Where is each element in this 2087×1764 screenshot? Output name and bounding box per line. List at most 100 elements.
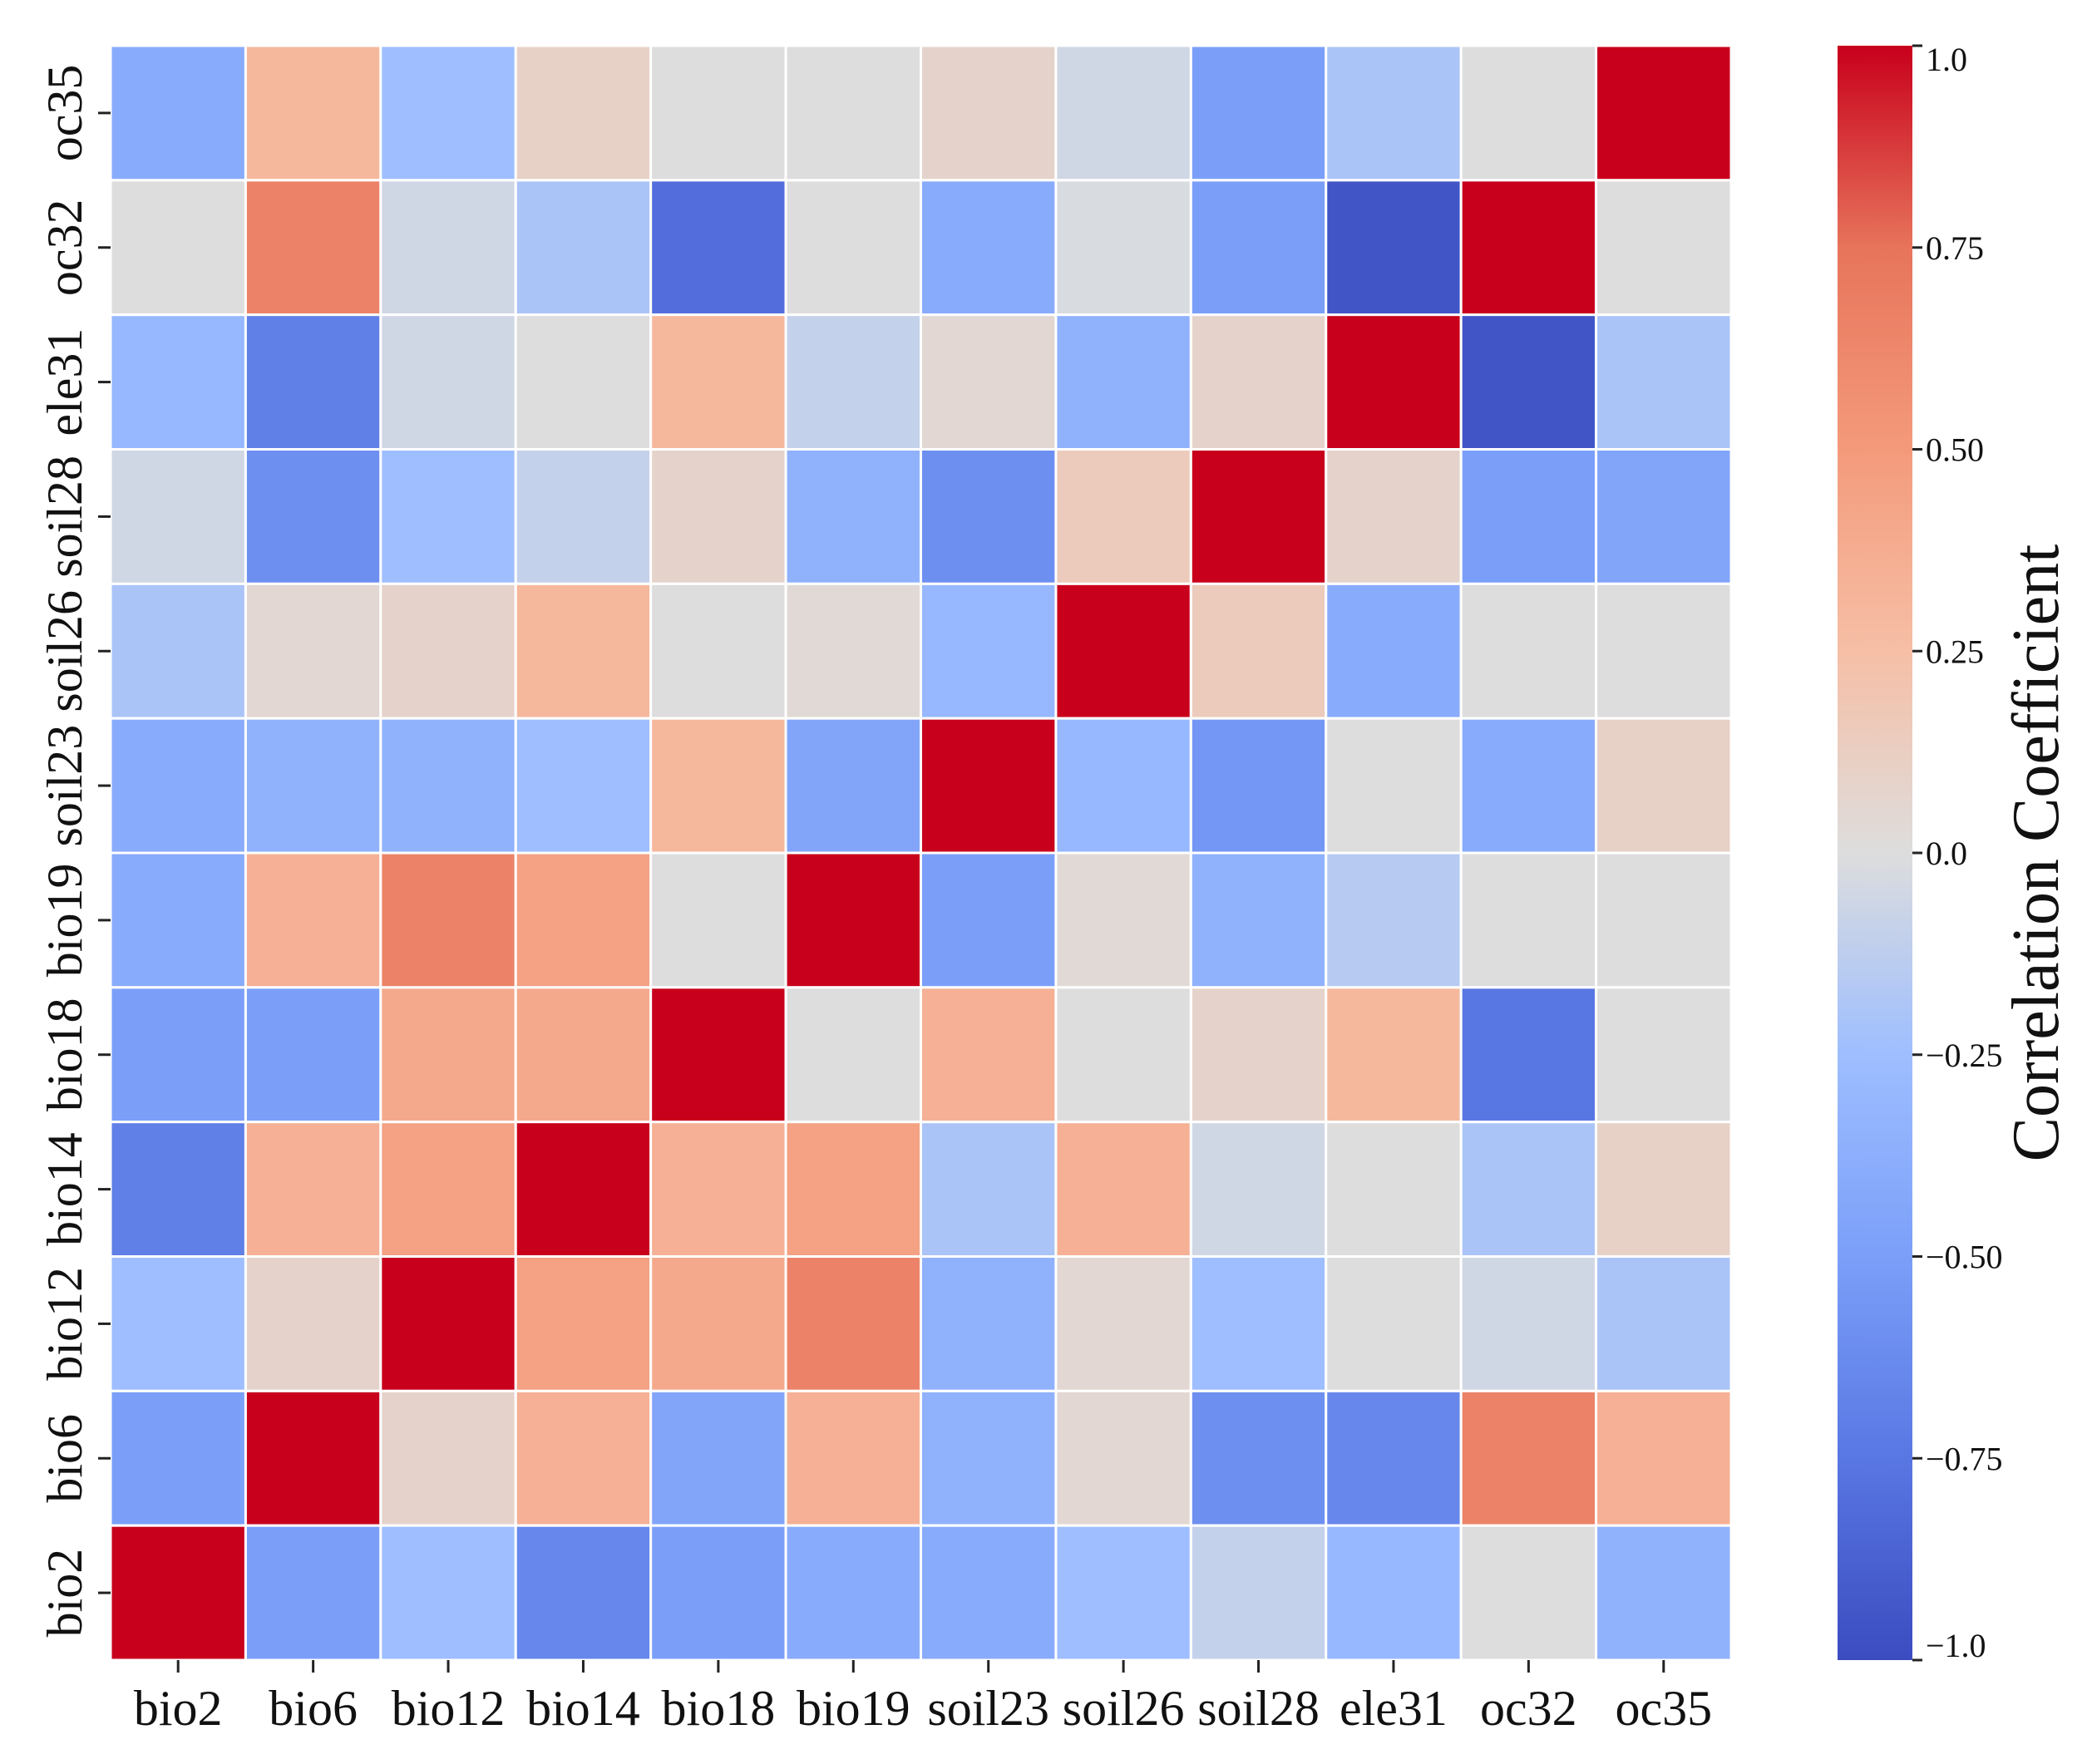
heatmap-cell-oc35-soil28 [1189,44,1328,182]
heatmap-cell-bio18-soil26 [1054,986,1192,1124]
heatmap-cell-oc35-bio2 [109,44,247,182]
heatmap-cell-oc35-soil23 [920,44,1058,182]
heatmap-cell-bio14-bio2 [109,1121,247,1259]
heatmap-cell-bio14-bio6 [244,1121,382,1259]
heatmap-cell-ele31-bio19 [784,313,923,451]
heatmap-cell-bio19-oc35 [1595,851,1733,989]
heatmap-cell-soil23-bio14 [514,717,653,855]
y-tick-label-bio14: bio14 [37,1132,92,1246]
heatmap-cell-oc35-bio6 [244,44,382,182]
heatmap-cell-bio14-bio14 [514,1121,653,1259]
heatmap-cell-soil28-soil28 [1189,448,1328,585]
heatmap-cell-bio12-soil26 [1054,1255,1192,1392]
heatmap-cell-soil26-bio6 [244,582,382,720]
heatmap-cell-oc35-bio18 [649,44,787,182]
heatmap-cell-bio2-soil28 [1189,1524,1328,1662]
heatmap-cell-bio19-bio14 [514,851,653,989]
heatmap-cell-oc35-bio19 [784,44,923,182]
heatmap-cell-oc32-oc35 [1595,179,1733,317]
heatmap-cell-soil28-soil26 [1054,448,1192,585]
colorbar-gradient-bar [1838,46,1912,1660]
heatmap-cell-bio6-bio19 [784,1389,923,1527]
y-tick-label-bio19: bio19 [37,864,92,978]
x-tick-label-soil28: soil28 [1197,1681,1320,1736]
heatmap-cell-bio6-bio2 [109,1389,247,1527]
heatmap-cell-bio14-bio18 [649,1121,787,1259]
heatmap-cells [109,44,1733,1662]
heatmap-cell-oc32-bio18 [649,179,787,317]
heatmap-cell-oc35-soil26 [1054,44,1192,182]
heatmap-cell-bio18-bio14 [514,986,653,1124]
heatmap-cell-bio12-soil23 [920,1255,1058,1392]
heatmap-cell-bio12-ele31 [1325,1255,1463,1392]
heatmap-cell-soil26-bio2 [109,582,247,720]
y-tick-label-bio18: bio18 [37,998,92,1111]
heatmap-cell-soil23-bio6 [244,717,382,855]
y-tick-label-oc32: oc32 [37,199,92,296]
heatmap-cell-soil23-soil26 [1054,717,1192,855]
heatmap-cell-ele31-bio2 [109,313,247,451]
heatmap-cell-oc35-bio14 [514,44,653,182]
heatmap-cell-soil23-ele31 [1325,717,1463,855]
y-tick-label-bio12: bio12 [37,1267,92,1381]
x-tick-label-bio14: bio14 [526,1681,640,1736]
heatmap-cell-soil23-bio2 [109,717,247,855]
heatmap-cell-soil23-oc35 [1595,717,1733,855]
heatmap-cell-bio18-soil23 [920,986,1058,1124]
heatmap-cell-bio14-bio19 [784,1121,923,1259]
heatmap-cell-ele31-bio18 [649,313,787,451]
heatmap-cell-soil26-ele31 [1325,582,1463,720]
y-tick-label-bio6: bio6 [37,1414,92,1503]
heatmap-cell-bio19-soil23 [920,851,1058,989]
x-tick-label-bio18: bio18 [662,1681,776,1736]
heatmap-cell-bio6-oc35 [1595,1389,1733,1527]
colorbar-tick-label-3: 0.25 [1926,633,1984,670]
heatmap-cell-soil26-oc35 [1595,582,1733,720]
heatmap-cell-bio2-oc32 [1459,1524,1598,1662]
heatmap-cell-ele31-soil28 [1189,313,1328,451]
heatmap-cell-ele31-bio6 [244,313,382,451]
heatmap-cell-bio14-soil28 [1189,1121,1328,1259]
heatmap-cell-soil26-soil23 [920,582,1058,720]
heatmap-cell-soil23-bio19 [784,717,923,855]
heatmap-cell-bio6-bio12 [379,1389,517,1527]
heatmap-cell-oc32-bio12 [379,179,517,317]
heatmap-cell-soil28-bio14 [514,448,653,585]
heatmap-cell-ele31-soil26 [1054,313,1192,451]
heatmap-cell-soil26-bio14 [514,582,653,720]
y-tick-label-soil23: soil23 [37,725,92,847]
heatmap-cell-bio14-oc35 [1595,1121,1733,1259]
heatmap-cell-soil26-oc32 [1459,582,1598,720]
heatmap-cell-soil28-bio18 [649,448,787,585]
heatmap-cell-bio12-bio14 [514,1255,653,1392]
x-tick-label-bio2: bio2 [134,1681,223,1736]
heatmap-cell-bio19-bio2 [109,851,247,989]
heatmap-cell-bio2-ele31 [1325,1524,1463,1662]
heatmap-cell-oc32-ele31 [1325,179,1463,317]
heatmap-cell-soil28-oc35 [1595,448,1733,585]
heatmap-cell-bio12-bio19 [784,1255,923,1392]
heatmap-cell-soil23-oc32 [1459,717,1598,855]
heatmap-cell-oc32-oc32 [1459,179,1598,317]
heatmap-cell-bio19-soil26 [1054,851,1192,989]
colorbar-tick-label-2: 0.50 [1926,431,1984,469]
heatmap-cell-bio6-ele31 [1325,1389,1463,1527]
heatmap-cell-bio6-bio14 [514,1389,653,1527]
heatmap-cell-bio14-bio12 [379,1121,517,1259]
heatmap-cell-soil23-soil23 [920,717,1058,855]
heatmap-cell-oc35-bio12 [379,44,517,182]
heatmap-cell-bio18-soil28 [1189,986,1328,1124]
colorbar-tick-label-4: 0.0 [1926,835,1967,872]
x-tick-label-bio12: bio12 [392,1681,506,1736]
heatmap-cell-bio12-bio6 [244,1255,382,1392]
heatmap-cell-bio6-soil28 [1189,1389,1328,1527]
heatmap-cell-oc32-bio2 [109,179,247,317]
heatmap-cell-bio2-oc35 [1595,1524,1733,1662]
heatmap-cell-oc35-oc35 [1595,44,1733,182]
heatmap-cell-oc35-oc32 [1459,44,1598,182]
heatmap-cell-bio12-bio18 [649,1255,787,1392]
heatmap-cell-bio12-bio12 [379,1255,517,1392]
heatmap-cell-bio6-soil26 [1054,1389,1192,1527]
heatmap-cell-bio6-bio6 [244,1389,382,1527]
